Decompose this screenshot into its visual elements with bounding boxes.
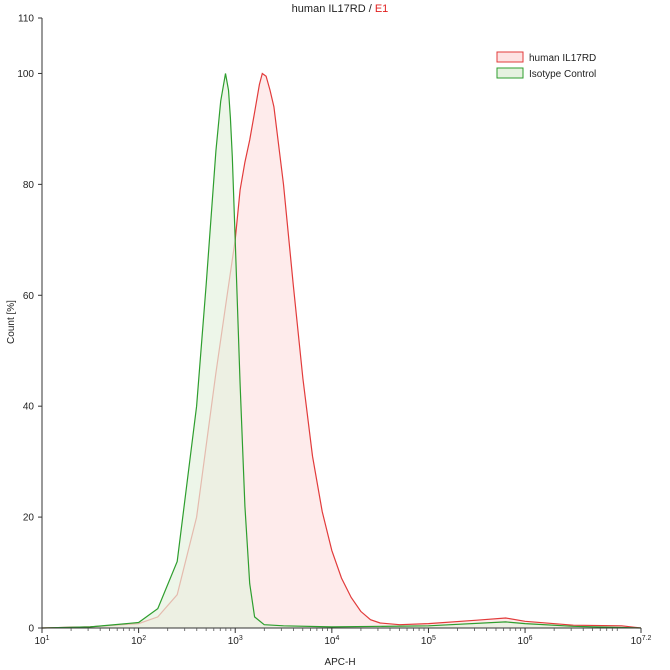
- x-tick-label: 101: [34, 635, 49, 647]
- y-tick-label: 0: [28, 624, 34, 635]
- x-tick-label: 103: [228, 635, 243, 647]
- y-tick-label: 20: [23, 513, 35, 524]
- series-area-isotype-control: [42, 73, 641, 628]
- y-axis-title: Count [%]: [6, 300, 17, 344]
- legend-label: human IL17RD: [529, 53, 596, 64]
- legend-swatch: [496, 67, 524, 79]
- x-tick-label: 102: [131, 635, 146, 647]
- y-ticks: 0 20 40 60 80 100 110: [17, 14, 42, 635]
- y-tick-label: 40: [23, 402, 35, 413]
- chart-title: human IL17RD / E1: [292, 3, 389, 15]
- series-layer: [41, 72, 642, 629]
- x-tick-label: 107.2: [631, 635, 652, 647]
- y-tick-label: 60: [23, 291, 35, 302]
- series-area-human-il17rd: [42, 73, 641, 628]
- chart-title-gate: E1: [375, 3, 388, 15]
- y-tick-label: 80: [23, 180, 35, 191]
- chart-title-separator: /: [366, 3, 375, 15]
- x-axis-title: APC-H: [324, 657, 355, 668]
- series-line-human-il17rd: [41, 72, 642, 629]
- legend-label: Isotype Control: [529, 69, 596, 80]
- chart-title-sample: human IL17RD: [292, 3, 366, 15]
- x-tick-label: 104: [324, 635, 339, 647]
- y-tick-label: 100: [17, 69, 34, 80]
- y-tick-label: 110: [18, 14, 34, 25]
- x-tick-label: 106: [518, 635, 533, 647]
- x-tick-label: 105: [421, 635, 436, 647]
- series-line-isotype-control: [41, 73, 642, 629]
- legend: human IL17RD Isotype Control: [496, 51, 596, 80]
- x-ticks: 101 102 103 104 105 106 107.2: [34, 628, 652, 647]
- legend-swatch: [496, 51, 524, 63]
